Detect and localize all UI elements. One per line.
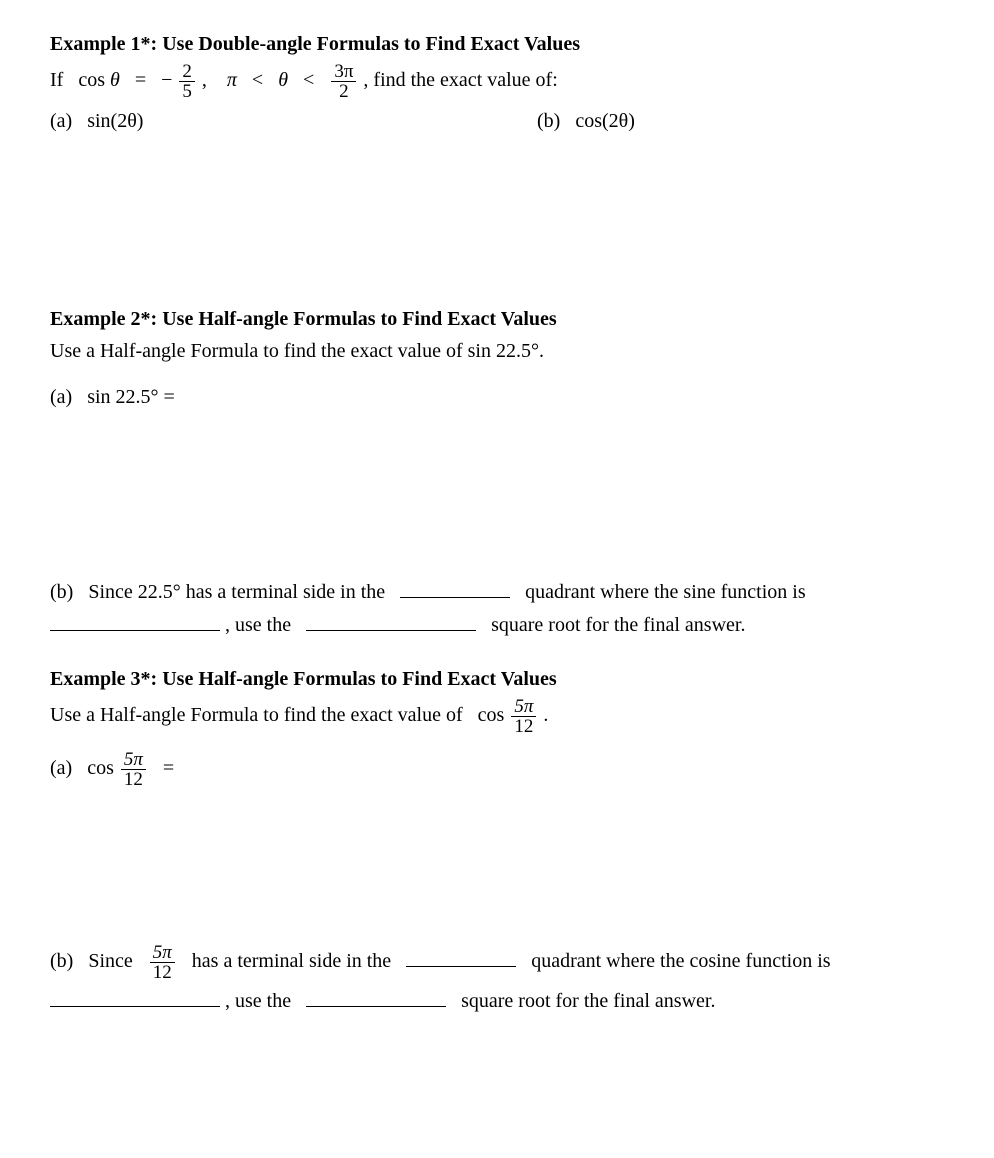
example-2-part-a: (a) sin 22.5° = xyxy=(50,383,944,411)
denominator-12-a: 12 xyxy=(121,769,146,789)
example-3-instruction: Use a Half-angle Formula to find the exa… xyxy=(50,697,944,736)
example-1-parts: (a) sin(2θ) (b) cos(2θ) xyxy=(50,107,944,135)
part-b-text-3: quadrant where the cosine function is xyxy=(531,950,830,972)
part-a-label: (a) xyxy=(50,110,72,132)
numerator: 2 xyxy=(179,62,195,81)
example-3-part-a: (a) cos 5π 12 = xyxy=(50,750,944,789)
fraction-5pi-12-b: 5π 12 xyxy=(150,943,175,982)
example-2-title: Example 2*: Use Half-angle Formulas to F… xyxy=(50,305,944,333)
example-1-given: If cos θ = − 2 5 , π < θ < 3π 2 , find t… xyxy=(50,62,944,101)
part-b-text-5: square root for the final answer. xyxy=(461,990,715,1012)
blank-sign[interactable] xyxy=(50,984,220,1007)
blank-quadrant[interactable] xyxy=(406,944,516,967)
part-b-text-2: has a terminal side in the xyxy=(192,950,391,972)
part-b-text-4: square root for the final answer. xyxy=(491,614,745,636)
spacer-3a xyxy=(50,791,944,941)
five-pi-text: 5π xyxy=(514,696,533,717)
spacer-1 xyxy=(50,135,944,305)
cos-label: cos xyxy=(78,69,105,91)
part-a-label: (a) xyxy=(50,386,72,408)
example-2-part-b: (b) Since 22.5° has a terminal side in t… xyxy=(50,575,944,639)
blank-quadrant[interactable] xyxy=(400,575,510,598)
part-b-label: (b) xyxy=(537,110,560,132)
spacer-2 xyxy=(50,641,944,665)
five-pi-text-a: 5π xyxy=(124,749,143,770)
example-3: Example 3*: Use Half-angle Formulas to F… xyxy=(50,665,944,1015)
if-label: If xyxy=(50,69,63,91)
numerator-3pi: 3π xyxy=(331,62,356,81)
part-b-text-1: Since 22.5° has a terminal side in the xyxy=(88,581,385,603)
fraction-3pi-2: 3π 2 xyxy=(331,62,356,101)
instr-prefix: Use a Half-angle Formula to find the exa… xyxy=(50,704,463,726)
part-b-line-2: , use the square root for the final answ… xyxy=(50,984,944,1015)
spacer-2a xyxy=(50,413,944,573)
part-b-line-1: (b) Since 22.5° has a terminal side in t… xyxy=(50,575,944,606)
part-b-label: (b) xyxy=(50,950,73,972)
part-a-expr: sin(2θ) xyxy=(87,110,143,132)
fraction-5pi-12-a: 5π 12 xyxy=(121,750,146,789)
part-b-expr: cos(2θ) xyxy=(575,110,635,132)
part-b-label: (b) xyxy=(50,581,73,603)
part-b-text-3: , use the xyxy=(225,614,291,636)
part-b-text-1: Since xyxy=(88,950,132,972)
part-b-text-4: , use the xyxy=(225,990,291,1012)
example-2: Example 2*: Use Half-angle Formulas to F… xyxy=(50,305,944,639)
part-b-line-1: (b) Since 5π 12 has a terminal side in t… xyxy=(50,943,944,982)
denominator-12-b: 12 xyxy=(150,962,175,982)
part-a-expr: sin 22.5° = xyxy=(87,386,175,408)
example-1-title: Example 1*: Use Double-angle Formulas to… xyxy=(50,30,944,58)
cos-label: cos xyxy=(478,704,505,726)
fraction-5pi-12: 5π 12 xyxy=(511,697,536,736)
blank-root-sign[interactable] xyxy=(306,608,476,631)
less-than-1: < xyxy=(252,69,263,91)
example-3-title: Example 3*: Use Half-angle Formulas to F… xyxy=(50,665,944,693)
fraction-2-5: 2 5 xyxy=(179,62,195,101)
part-b-line-2: , use the square root for the final answ… xyxy=(50,608,944,639)
example-1-part-a: (a) sin(2θ) xyxy=(50,107,457,135)
numerator-5pi-b: 5π xyxy=(150,943,175,962)
theta: θ xyxy=(110,69,120,91)
less-than-2: < xyxy=(303,69,314,91)
cos-label-a: cos xyxy=(87,757,114,779)
blank-root-sign[interactable] xyxy=(306,984,446,1007)
example-3-part-b: (b) Since 5π 12 has a terminal side in t… xyxy=(50,943,944,1015)
period: . xyxy=(543,704,548,726)
example-1: Example 1*: Use Double-angle Formulas to… xyxy=(50,30,944,135)
equals: = xyxy=(135,69,146,91)
numerator-5pi-a: 5π xyxy=(121,750,146,769)
denominator-2: 2 xyxy=(331,81,356,101)
blank-sign[interactable] xyxy=(50,608,220,631)
equals: = xyxy=(163,757,174,779)
negative-sign: − xyxy=(161,69,172,91)
numerator-5pi: 5π xyxy=(511,697,536,716)
example-1-part-b: (b) cos(2θ) xyxy=(457,107,944,135)
five-pi-text-b: 5π xyxy=(153,942,172,963)
denominator: 5 xyxy=(179,81,195,101)
part-b-text-2: quadrant where the sine function is xyxy=(525,581,805,603)
denominator-12: 12 xyxy=(511,716,536,736)
example-2-instruction: Use a Half-angle Formula to find the exa… xyxy=(50,337,944,365)
part-a-label: (a) xyxy=(50,757,72,779)
three-pi-text: 3π xyxy=(334,61,353,82)
comma: , xyxy=(202,69,207,91)
find-text: , find the exact value of: xyxy=(363,69,557,91)
pi: π xyxy=(227,69,237,91)
theta-2: θ xyxy=(278,69,288,91)
